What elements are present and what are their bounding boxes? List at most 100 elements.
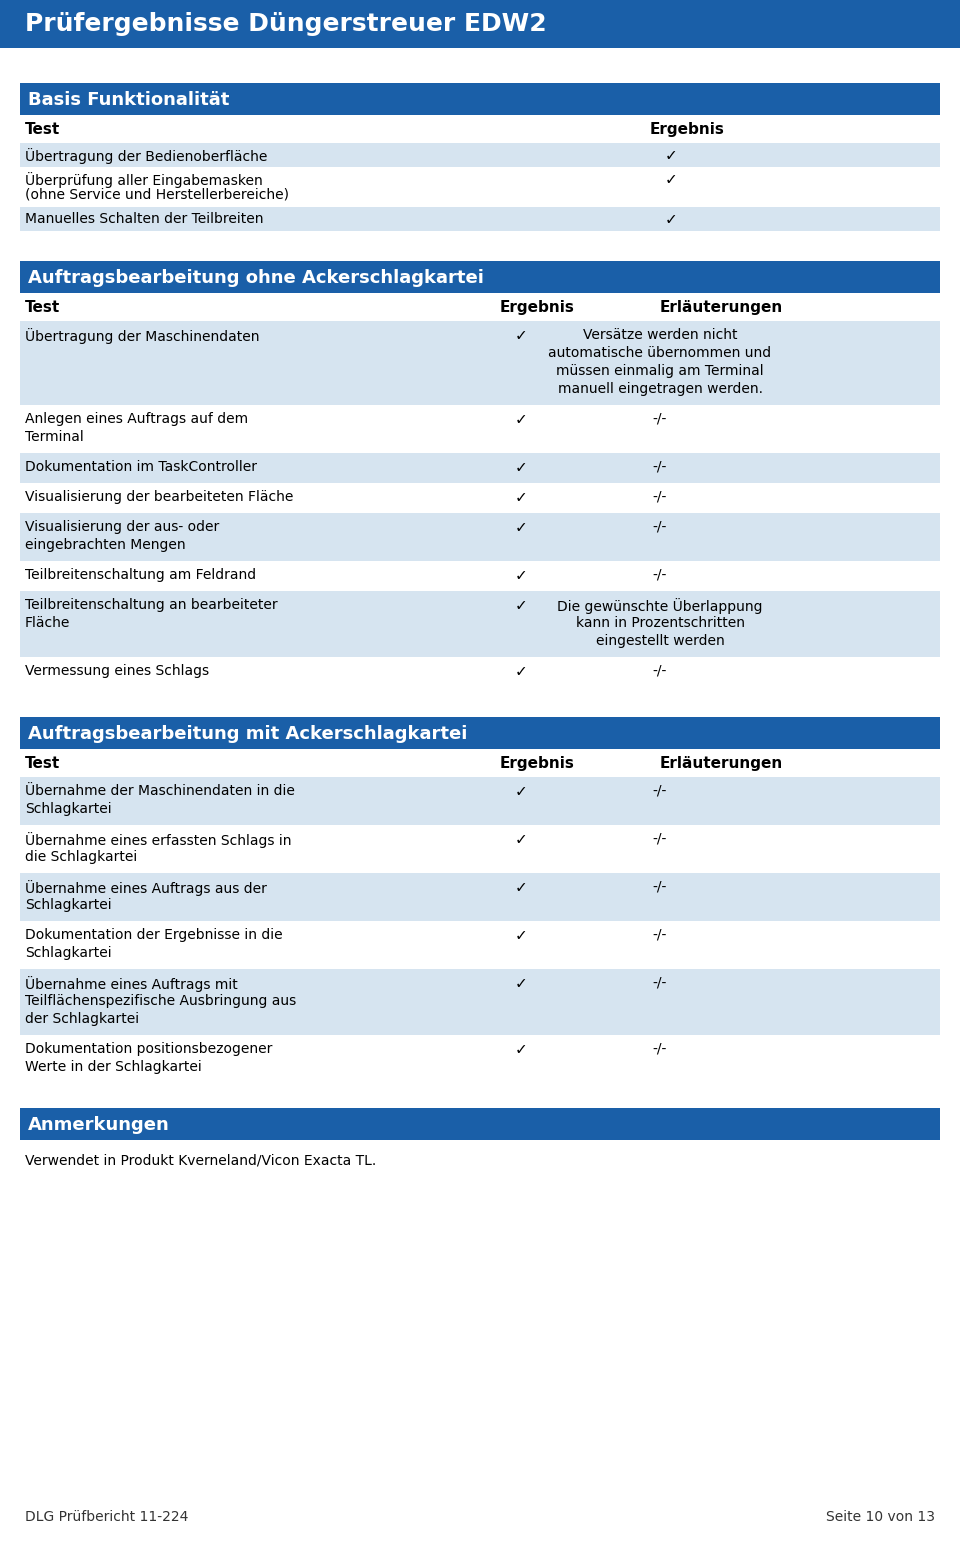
Text: ✓: ✓ xyxy=(515,568,528,584)
Bar xyxy=(20,777,940,824)
Bar xyxy=(20,83,940,114)
Text: Dokumentation positionsbezogener: Dokumentation positionsbezogener xyxy=(25,1042,273,1056)
Bar xyxy=(20,261,940,293)
Text: Teilflächenspezifische Ausbringung aus: Teilflächenspezifische Ausbringung aus xyxy=(25,994,297,1008)
Bar xyxy=(20,513,940,560)
Text: Verwendet in Produkt Kverneland/Vicon Exacta TL.: Verwendet in Produkt Kverneland/Vicon Ex… xyxy=(25,1153,376,1167)
Text: Visualisierung der aus- oder: Visualisierung der aus- oder xyxy=(25,520,219,534)
Bar xyxy=(20,452,940,483)
Text: ✓: ✓ xyxy=(515,460,528,476)
Text: automatische übernommen und: automatische übernommen und xyxy=(548,346,772,360)
Text: Übertragung der Bedienoberfläche: Übertragung der Bedienoberfläche xyxy=(25,148,268,164)
Text: Übernahme eines Auftrags aus der: Übernahme eines Auftrags aus der xyxy=(25,880,267,896)
Text: ✓: ✓ xyxy=(515,976,528,991)
Text: Erläuterungen: Erläuterungen xyxy=(660,300,783,315)
Text: Ergebnis: Ergebnis xyxy=(650,122,725,137)
Text: DLG Prüfbericht 11-224: DLG Prüfbericht 11-224 xyxy=(25,1510,188,1524)
Bar xyxy=(20,824,940,872)
Text: Basis Funktionalität: Basis Funktionalität xyxy=(28,91,229,110)
Text: ✓: ✓ xyxy=(515,1042,528,1058)
Text: Dokumentation der Ergebnisse in die: Dokumentation der Ergebnisse in die xyxy=(25,928,282,942)
Text: die Schlagkartei: die Schlagkartei xyxy=(25,851,137,865)
Text: -/-: -/- xyxy=(653,489,667,503)
Bar xyxy=(20,560,940,591)
Text: Visualisierung der bearbeiteten Fläche: Visualisierung der bearbeiteten Fläche xyxy=(25,489,294,503)
Text: ✓: ✓ xyxy=(515,784,528,798)
Bar xyxy=(0,0,960,48)
Text: Test: Test xyxy=(25,757,60,770)
Text: Erläuterungen: Erläuterungen xyxy=(660,757,783,770)
Bar xyxy=(20,872,940,922)
Text: Terminal: Terminal xyxy=(25,429,84,445)
Text: Anmerkungen: Anmerkungen xyxy=(28,1116,170,1133)
Text: ✓: ✓ xyxy=(665,171,678,187)
Bar xyxy=(20,591,940,658)
Bar xyxy=(20,321,940,405)
Text: Die gewünschte Überlappung: Die gewünschte Überlappung xyxy=(557,598,763,615)
Text: -/-: -/- xyxy=(653,1042,667,1056)
Text: Auftragsbearbeitung mit Ackerschlagkartei: Auftragsbearbeitung mit Ackerschlagkarte… xyxy=(28,726,468,743)
Text: -/-: -/- xyxy=(653,568,667,582)
Text: ✓: ✓ xyxy=(515,520,528,536)
Text: Ergebnis: Ergebnis xyxy=(500,300,575,315)
Text: kann in Prozentschritten: kann in Prozentschritten xyxy=(575,616,745,630)
Text: -/-: -/- xyxy=(653,784,667,798)
Text: ✓: ✓ xyxy=(665,212,678,227)
Bar xyxy=(20,1034,940,1082)
Text: Prüfergebnisse Düngerstreuer EDW2: Prüfergebnisse Düngerstreuer EDW2 xyxy=(25,12,546,36)
Text: manuell eingetragen werden.: manuell eingetragen werden. xyxy=(558,381,762,395)
Text: Übernahme eines Auftrags mit: Übernahme eines Auftrags mit xyxy=(25,976,238,991)
Text: -/-: -/- xyxy=(653,412,667,426)
Bar xyxy=(20,970,940,1034)
Bar xyxy=(20,658,940,687)
Text: ✓: ✓ xyxy=(515,327,528,343)
Text: Übernahme der Maschinendaten in die: Übernahme der Maschinendaten in die xyxy=(25,784,295,798)
Bar xyxy=(20,922,940,970)
Bar xyxy=(20,167,940,207)
Text: Teilbreitenschaltung am Feldrand: Teilbreitenschaltung am Feldrand xyxy=(25,568,256,582)
Text: der Schlagkartei: der Schlagkartei xyxy=(25,1011,139,1027)
Text: Werte in der Schlagkartei: Werte in der Schlagkartei xyxy=(25,1061,202,1075)
Text: Test: Test xyxy=(25,122,60,137)
Text: Übernahme eines erfassten Schlags in: Übernahme eines erfassten Schlags in xyxy=(25,832,292,848)
Text: Manuelles Schalten der Teilbreiten: Manuelles Schalten der Teilbreiten xyxy=(25,212,263,225)
Text: Test: Test xyxy=(25,300,60,315)
Text: ✓: ✓ xyxy=(515,412,528,428)
Text: ✓: ✓ xyxy=(515,489,528,505)
Bar xyxy=(20,144,940,167)
Bar xyxy=(20,716,940,749)
Text: Schlagkartei: Schlagkartei xyxy=(25,801,111,815)
Bar xyxy=(20,1109,940,1139)
Text: eingestellt werden: eingestellt werden xyxy=(595,635,725,648)
Text: Fläche: Fläche xyxy=(25,616,70,630)
Bar xyxy=(20,483,940,513)
Text: ✓: ✓ xyxy=(515,598,528,613)
Text: Schlagkartei: Schlagkartei xyxy=(25,899,111,913)
Text: ✓: ✓ xyxy=(665,148,678,164)
Text: Übertragung der Maschinendaten: Übertragung der Maschinendaten xyxy=(25,327,259,344)
Text: -/-: -/- xyxy=(653,460,667,474)
Text: ✓: ✓ xyxy=(515,832,528,848)
Text: -/-: -/- xyxy=(653,832,667,846)
Text: -/-: -/- xyxy=(653,520,667,534)
Text: Versätze werden nicht: Versätze werden nicht xyxy=(583,327,737,343)
Text: Seite 10 von 13: Seite 10 von 13 xyxy=(826,1510,935,1524)
Text: Auftragsbearbeitung ohne Ackerschlagkartei: Auftragsbearbeitung ohne Ackerschlagkart… xyxy=(28,269,484,287)
Text: -/-: -/- xyxy=(653,976,667,990)
Text: (ohne Service und Herstellerbereiche): (ohne Service und Herstellerbereiche) xyxy=(25,188,289,202)
Text: Dokumentation im TaskController: Dokumentation im TaskController xyxy=(25,460,257,474)
Bar xyxy=(20,207,940,232)
Text: -/-: -/- xyxy=(653,928,667,942)
Text: Schlagkartei: Schlagkartei xyxy=(25,946,111,960)
Text: müssen einmalig am Terminal: müssen einmalig am Terminal xyxy=(556,364,764,378)
Text: ✓: ✓ xyxy=(515,928,528,943)
Text: -/-: -/- xyxy=(653,664,667,678)
Text: Vermessung eines Schlags: Vermessung eines Schlags xyxy=(25,664,209,678)
Text: Überprüfung aller Eingabemasken: Überprüfung aller Eingabemasken xyxy=(25,171,263,188)
Text: Ergebnis: Ergebnis xyxy=(500,757,575,770)
Bar xyxy=(20,405,940,452)
Text: eingebrachten Mengen: eingebrachten Mengen xyxy=(25,537,185,553)
Text: ✓: ✓ xyxy=(515,880,528,896)
Bar xyxy=(20,1139,940,1184)
Text: Teilbreitenschaltung an bearbeiteter: Teilbreitenschaltung an bearbeiteter xyxy=(25,598,277,611)
